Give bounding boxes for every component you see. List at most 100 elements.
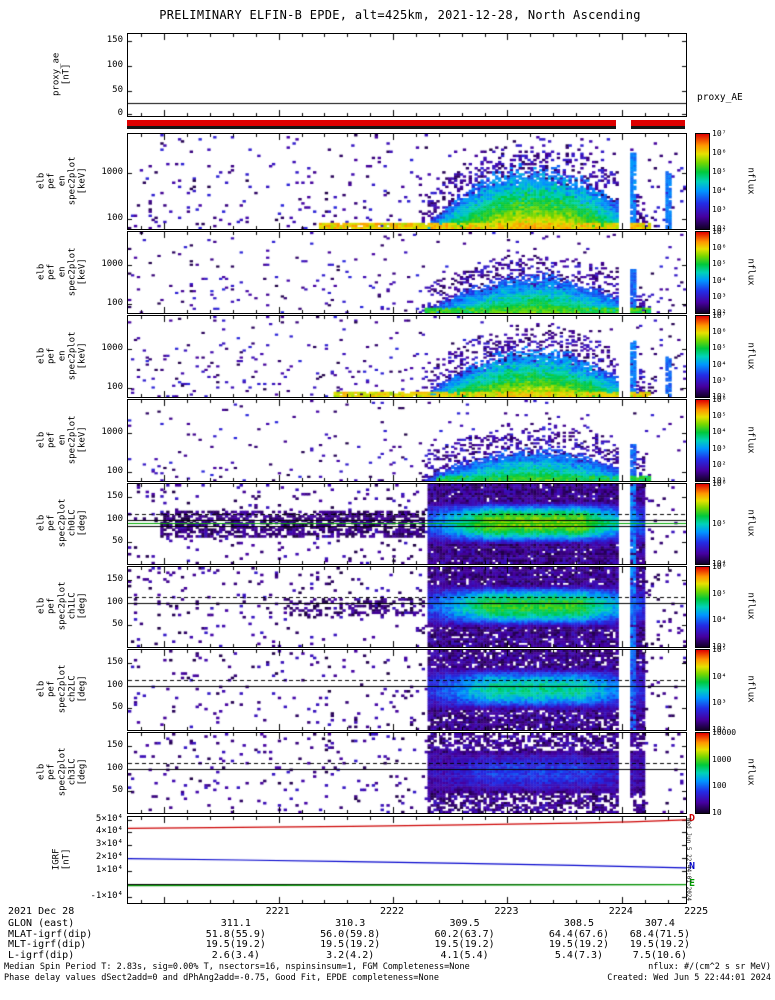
table-cell: 19.5(19.2) <box>205 939 266 950</box>
footer-spin-period-note: Median Spin Period T: 2.83s, sig=0.00% T… <box>4 962 470 972</box>
proxy-ae-panel-canvas <box>127 33 687 117</box>
igrf-line-label-N: N <box>689 860 696 872</box>
x-tick-label: 2221 <box>265 906 290 917</box>
colorbar-tick-label: 10⁴ <box>712 671 727 681</box>
y-tick-label: 100 <box>106 60 123 71</box>
y-tick-label: 50 <box>112 618 123 629</box>
pitch-angle-spectrogram-canvas-ch0LC <box>127 483 687 565</box>
pitch-angle-spectrogram-canvas-ch3LC <box>127 732 687 814</box>
colorbar-tick-label: 10000 <box>712 728 737 737</box>
colorbar-tick-label: 10⁶ <box>712 327 727 337</box>
ylabel-proxy-ae-line: proxy_ae <box>51 52 62 96</box>
ylabel-en-spec-4-text: elb pef en spec2plot [keV] <box>36 415 88 464</box>
table-cell: 19.5(19.2) <box>548 939 610 950</box>
colorbar-tick-label: 10⁵ <box>712 519 727 528</box>
colorbar-tick-label: 10³ <box>712 642 727 651</box>
colorbar-title-text: nflux <box>746 341 756 370</box>
table-row-label: MLT-igrf(dip) <box>8 939 87 950</box>
colorbar-tick-label: 10⁵ <box>712 259 727 269</box>
ylabel-en-spec-1-text: elb pef en spec2plot [keV] <box>36 156 88 205</box>
colorbar-tick-label: 10⁴ <box>712 186 727 195</box>
ylabel-en-spec-2-text: elb pef en spec2plot [keV] <box>36 247 88 296</box>
ylabel-en-spec-2-line: spec2plot <box>67 247 78 296</box>
ylabel-pa-spec-ch0-line: pef <box>46 514 57 532</box>
ylabel-igrf-line: IGRF <box>51 848 62 870</box>
colorbar <box>695 732 710 814</box>
table-cell: 56.0(59.8) <box>320 928 381 940</box>
y-tick-label: 1×10⁴ <box>95 864 123 875</box>
y-tick-label: 50 <box>112 535 123 546</box>
ylabel-en-spec-4-line: pef <box>46 431 57 448</box>
colorbar-tick-label: 10⁶ <box>712 479 727 488</box>
proxy-ae-legend: proxy_AE <box>697 92 743 104</box>
colorbar-tick-label: 10⁴ <box>712 359 727 369</box>
y-tick-label: 150 <box>106 35 123 46</box>
ylabel-pa-spec-ch0-line: spec2plot <box>56 498 67 548</box>
colorbar-tick-label: 10³ <box>712 443 727 453</box>
colorbar-title: nflux <box>745 399 757 480</box>
colorbar-tick-label: 10⁶ <box>712 243 727 253</box>
ylabel-en-spec-4-line: en <box>56 434 67 445</box>
y-tick-label: 100 <box>106 513 123 524</box>
colorbar-tick-label: 10³ <box>712 205 727 214</box>
y-tick-label: 50 <box>112 85 123 96</box>
y-tick-label: 2×10⁴ <box>95 852 123 863</box>
y-tick-label: 100 <box>106 466 123 477</box>
pitch-angle-spectrogram-canvas-ch1LC <box>127 566 687 648</box>
ylabel-en-spec-1-line: en <box>56 175 67 186</box>
y-tick-label: 100 <box>106 382 123 393</box>
completeness-bar-underline <box>127 126 617 129</box>
x-tick-label: 2225 <box>684 906 709 917</box>
ylabel-igrf-line: [nT] <box>62 848 72 870</box>
ylabel-pa-spec-ch1-line: elb <box>36 597 47 615</box>
colorbar <box>695 649 710 731</box>
ylabel-pa-spec-ch3-line: elb <box>36 763 47 781</box>
colorbar-title-text: nflux <box>746 257 756 286</box>
y-tick-label: 100 <box>106 762 123 773</box>
colorbar-tick-label: 10⁴ <box>712 427 727 437</box>
table-cell: 308.5 <box>563 918 595 929</box>
colorbar-tick-label: 10² <box>712 224 727 233</box>
completeness-bar-segment <box>127 120 617 126</box>
colorbar-tick-label: 10¹ <box>712 476 727 485</box>
colorbar-tick-label: 10⁵ <box>712 645 727 654</box>
colorbar-tick-label: 10⁵ <box>712 167 727 176</box>
colorbar-title: nflux <box>745 133 757 228</box>
y-tick-label: 1000 <box>101 343 123 354</box>
y-tick-label: 1000 <box>101 166 123 177</box>
colorbar-tick-label: 10² <box>712 725 727 734</box>
colorbar-tick-label: 10² <box>712 459 727 469</box>
colorbar-title-text: nflux <box>746 166 756 195</box>
ylabel-proxy-ae-text: proxy_ae [nT] <box>52 52 73 95</box>
ylabel-en-spec-3-line: pef <box>46 347 57 364</box>
colorbar-title-text: nflux <box>746 425 756 454</box>
ylabel-en-spec-4-line: spec2plot <box>67 415 78 464</box>
energy-spectrogram-canvas-4 <box>127 399 687 482</box>
colorbar-title-text: nflux <box>746 592 756 620</box>
completeness-bar-underline <box>630 126 685 129</box>
ylabel-en-spec-3-text: elb pef en spec2plot [keV] <box>36 331 88 380</box>
table-cell: 311.1 <box>220 918 251 929</box>
ylabel-pa-spec-ch2-line: pef <box>46 680 57 698</box>
colorbar-tick-label: 10⁵ <box>712 343 727 353</box>
colorbar-title: nflux <box>745 231 757 312</box>
y-tick-label: -1×10⁴ <box>90 890 123 901</box>
y-tick-label: 100 <box>106 212 123 223</box>
table-cell: 19.5(19.2) <box>320 939 381 950</box>
colorbar-tick-label: 10³ <box>712 291 727 301</box>
y-tick-label: 0 <box>117 107 123 118</box>
ylabel-en-spec-2-line: en <box>56 266 67 277</box>
table-cell: 19.5(19.2) <box>434 939 495 950</box>
energy-spectrogram-canvas-1 <box>127 133 687 230</box>
colorbar-tick-label: 10³ <box>712 698 727 708</box>
pitch-angle-spectrogram-canvas-ch2LC <box>127 649 687 731</box>
colorbar-tick-label: 10⁴ <box>712 615 727 625</box>
table-cell: 19.5(19.2) <box>629 939 690 950</box>
ylabel-en-spec-1-line: elb <box>36 172 47 189</box>
y-tick-label: 50 <box>112 701 123 712</box>
y-tick-label: 4×10⁴ <box>95 826 123 837</box>
igrf-line-label-E: E <box>689 877 696 889</box>
table-cell: 310.3 <box>335 918 366 929</box>
table-cell: 307.4 <box>644 918 675 929</box>
colorbar-tick-label: 10⁷ <box>712 227 727 236</box>
